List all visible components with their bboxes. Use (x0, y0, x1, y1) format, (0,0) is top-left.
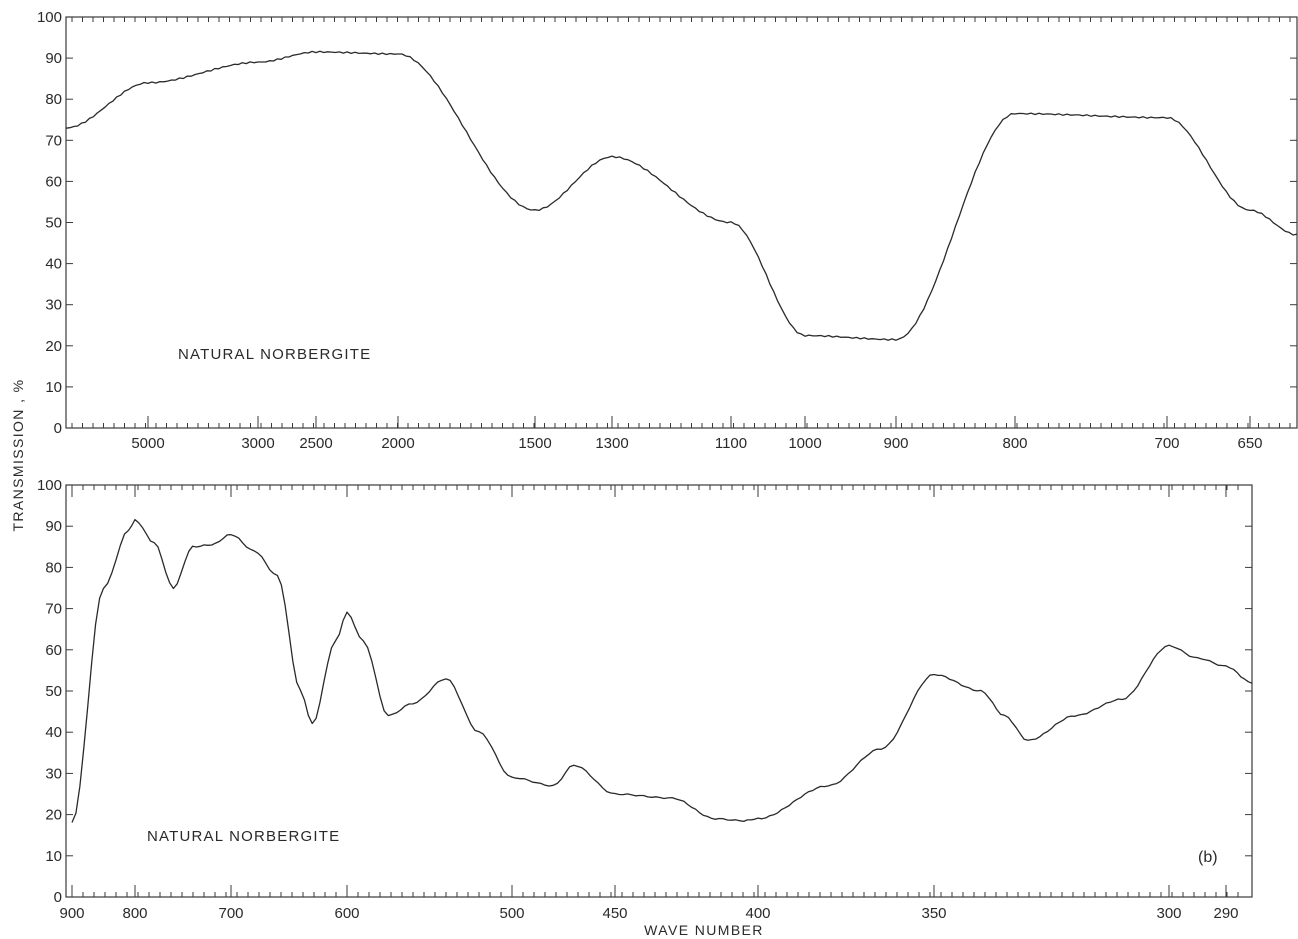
top-x-tick-label: 800 (1002, 435, 1027, 452)
bottom-y-tick-label: 80 (45, 559, 62, 576)
bottom-x-tick-label: 500 (499, 905, 524, 922)
top-x-tick-label: 1300 (595, 435, 628, 452)
bottom-x-tick-label: 350 (921, 905, 946, 922)
bottom-x-tick-label: 900 (59, 905, 84, 922)
top-y-tick-label: 30 (45, 297, 62, 314)
top-x-tick-label: 2000 (381, 435, 414, 452)
top-x-tick-label: 700 (1154, 435, 1179, 452)
bottom-y-tick-label: 50 (45, 683, 62, 700)
bottom-x-tick-label: 450 (602, 905, 627, 922)
top-y-tick-label: 80 (45, 91, 62, 108)
bottom-y-tick-label: 30 (45, 765, 62, 782)
top-x-tick-label: 5000 (131, 435, 164, 452)
bottom-y-tick-label: 20 (45, 807, 62, 824)
top-plot-frame (65, 16, 1298, 429)
top-x-tick-label: 1100 (715, 435, 747, 452)
top-spectrum-panel: 0 10 20 30 40 50 60 70 80 90 100 5000 3000 2500 2000 15… (37, 9, 1298, 452)
top-y-tick-label: 20 (45, 338, 62, 355)
bottom-transmission-curve (71, 518, 1253, 823)
bottom-y-tick-label: 60 (45, 642, 62, 659)
bottom-y-tick-label: 90 (45, 518, 62, 535)
x-axis-title: WAVE NUMBER (644, 922, 764, 938)
bottom-x-tick-label: 800 (122, 905, 147, 922)
top-x-tick-label: 1000 (788, 435, 821, 452)
top-y-tick-label: 70 (45, 132, 62, 149)
bottom-axis-ticks (66, 484, 1252, 898)
top-tick-labels: 0 10 20 30 40 50 60 70 80 90 100 5000 3000 2500 2000 15… (37, 9, 1263, 452)
bottom-x-tick-label: 700 (218, 905, 243, 922)
top-y-tick-label: 0 (54, 420, 62, 437)
bottom-sample-label: NATURAL NORBERGITE (147, 828, 340, 845)
top-transmission-curve (65, 50, 1298, 341)
panel-b-tag: (b) (1198, 849, 1218, 866)
bottom-spectrum-panel: 0 10 20 30 40 50 60 70 80 90 100 900 800 700 600 500 450… (37, 477, 1253, 922)
bottom-x-tick-label: 300 (1156, 905, 1181, 922)
bottom-x-tick-label: 600 (334, 905, 359, 922)
top-y-tick-label: 100 (37, 9, 62, 26)
top-y-tick-label: 90 (45, 50, 62, 67)
top-x-tick-label: 3000 (241, 435, 274, 452)
bottom-y-tick-label: 70 (45, 601, 62, 618)
bottom-y-tick-label: 10 (45, 848, 62, 865)
bottom-x-tick-label: 400 (745, 905, 770, 922)
bottom-y-tick-label: 40 (45, 724, 62, 741)
top-sample-label: NATURAL NORBERGITE (178, 346, 371, 363)
top-y-tick-label: 40 (45, 256, 62, 273)
y-axis-title: TRANSMISSION , % (10, 378, 26, 531)
bottom-y-tick-label: 0 (54, 889, 62, 906)
top-y-tick-label: 60 (45, 173, 62, 190)
top-axis-ticks (66, 16, 1297, 429)
top-x-tick-label: 1500 (518, 435, 551, 452)
bottom-tick-labels: 0 10 20 30 40 50 60 70 80 90 100 900 800 700 600 500 450… (37, 477, 1239, 922)
top-x-tick-label: 650 (1237, 435, 1262, 452)
top-y-tick-label: 50 (45, 215, 62, 232)
top-x-tick-label: 2500 (299, 435, 332, 452)
top-x-tick-label: 900 (883, 435, 908, 452)
bottom-x-tick-label: 290 (1213, 905, 1238, 922)
top-y-tick-label: 10 (45, 379, 62, 396)
bottom-y-tick-label: 100 (37, 477, 62, 494)
